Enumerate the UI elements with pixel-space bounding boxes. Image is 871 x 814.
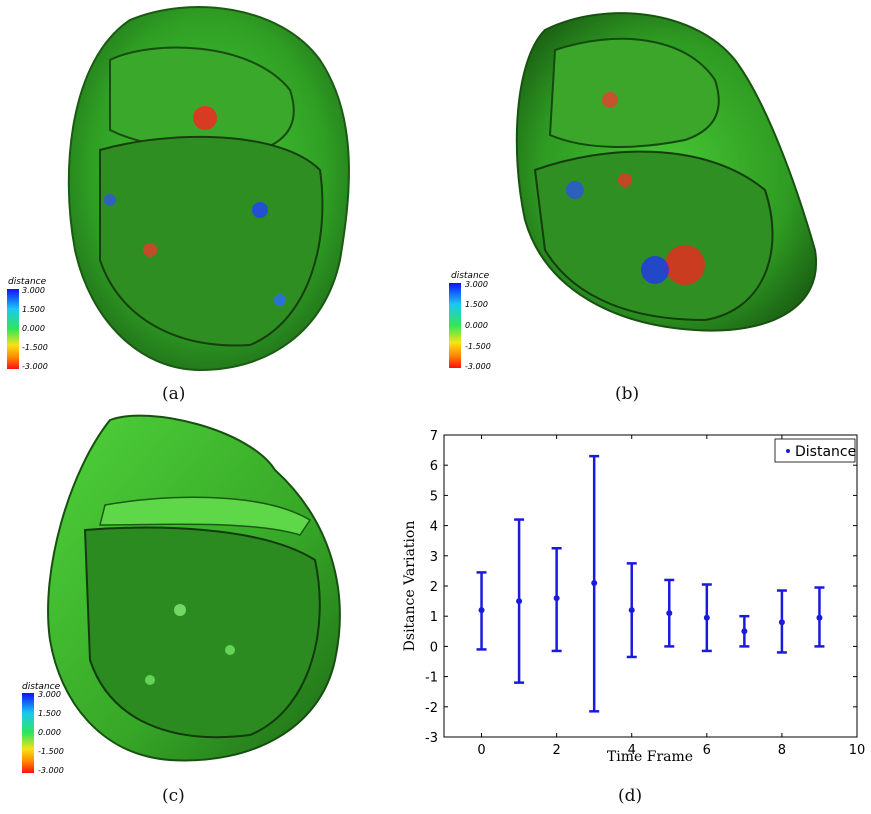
caption-c: (c) bbox=[162, 786, 185, 806]
colorbar-tick: 3.000 bbox=[465, 280, 488, 289]
y-axis-ticks: -3 -2 -1 0 1 2 3 4 5 6 7 bbox=[425, 429, 857, 746]
x-axis-ticks: 0 2 4 6 8 10 bbox=[477, 435, 865, 758]
colorbar-tick: 0.000 bbox=[38, 728, 61, 737]
colorbar-tick: -1.500 bbox=[22, 343, 48, 352]
x-tick-label: 6 bbox=[703, 743, 711, 758]
x-tick-label: 2 bbox=[552, 743, 560, 758]
colorbar-tick: -3.000 bbox=[22, 362, 48, 371]
y-tick-label: 2 bbox=[430, 580, 438, 595]
plot-frame bbox=[443, 434, 858, 738]
x-axis-label: Time Frame bbox=[607, 749, 693, 765]
panel-b: distance 3.000 1.500 0.000 -1.500 -3.000… bbox=[435, 0, 871, 410]
colorbar-title: distance bbox=[451, 271, 490, 281]
x-tick-label: 8 bbox=[778, 743, 786, 758]
x-tick-label: 4 bbox=[628, 743, 636, 758]
legend-box bbox=[774, 438, 856, 463]
colorbar-tick: 0.000 bbox=[465, 321, 488, 330]
data-point bbox=[516, 598, 523, 605]
data-point bbox=[778, 619, 785, 626]
colorbar-tick: 0.000 bbox=[22, 324, 45, 333]
caption-a: (a) bbox=[162, 384, 186, 404]
x-tick-label: 10 bbox=[849, 743, 866, 758]
colorbar-tick: 1.500 bbox=[38, 709, 61, 718]
mesh-render-a bbox=[67, 6, 350, 372]
colorbar-title: distance bbox=[8, 277, 47, 287]
panel-a: distance 3.000 1.500 0.000 -1.500 -3.000… bbox=[0, 0, 430, 410]
colorbar-tick: 3.000 bbox=[38, 690, 61, 699]
legend: Distance bbox=[774, 438, 856, 463]
caption-b: (b) bbox=[615, 384, 640, 404]
legend-label: Distance bbox=[795, 444, 856, 460]
colorbar-tick: -3.000 bbox=[465, 362, 491, 371]
y-axis-label: Dsitance Variation bbox=[402, 521, 418, 652]
colorbar-tick: 3.000 bbox=[22, 286, 45, 295]
data-point bbox=[628, 607, 635, 614]
data-point bbox=[591, 579, 598, 586]
colorbar-title: distance bbox=[22, 682, 61, 692]
y-tick-label: 0 bbox=[430, 640, 438, 655]
caption-d: (d) bbox=[618, 786, 643, 806]
panel-d: -3 -2 -1 0 1 2 3 4 5 6 7 0 2 4 6 8 10 Distance Time Fra… bbox=[400, 420, 871, 814]
data-point bbox=[816, 614, 823, 621]
colorbar-gradient bbox=[22, 693, 34, 773]
data-point bbox=[741, 628, 748, 635]
mesh-render-c bbox=[47, 414, 341, 762]
y-tick-label: 4 bbox=[430, 520, 438, 535]
colorbar-tick: 1.500 bbox=[22, 305, 45, 314]
mesh-render-b bbox=[515, 12, 818, 332]
y-tick-label: -2 bbox=[425, 701, 438, 716]
colorbar-gradient bbox=[449, 283, 461, 368]
y-tick-label: 7 bbox=[430, 429, 438, 444]
errorbar-series bbox=[476, 454, 825, 713]
colorbar-gradient bbox=[7, 289, 19, 369]
y-tick-label: 3 bbox=[430, 550, 438, 565]
distance-chart: -3 -2 -1 0 1 2 3 4 5 6 7 0 2 4 6 8 10 Distance Time Fra… bbox=[402, 429, 865, 765]
data-point bbox=[703, 614, 710, 621]
legend-marker bbox=[786, 449, 790, 453]
colorbar-tick: -3.000 bbox=[38, 766, 64, 775]
x-tick-label: 0 bbox=[477, 743, 485, 758]
y-tick-label: -3 bbox=[425, 731, 438, 746]
y-tick-label: 5 bbox=[430, 489, 438, 504]
colorbar-tick: 1.500 bbox=[465, 300, 488, 309]
y-tick-label: 6 bbox=[430, 459, 438, 474]
y-tick-label: -1 bbox=[425, 671, 438, 686]
colorbar-tick: -1.500 bbox=[38, 747, 64, 756]
y-tick-label: 1 bbox=[430, 610, 438, 625]
data-point bbox=[478, 607, 485, 614]
colorbar-tick: -1.500 bbox=[465, 342, 491, 351]
panel-c: distance 3.000 1.500 0.000 -1.500 -3.000… bbox=[0, 410, 430, 814]
data-point bbox=[666, 610, 673, 617]
data-point bbox=[553, 595, 560, 602]
